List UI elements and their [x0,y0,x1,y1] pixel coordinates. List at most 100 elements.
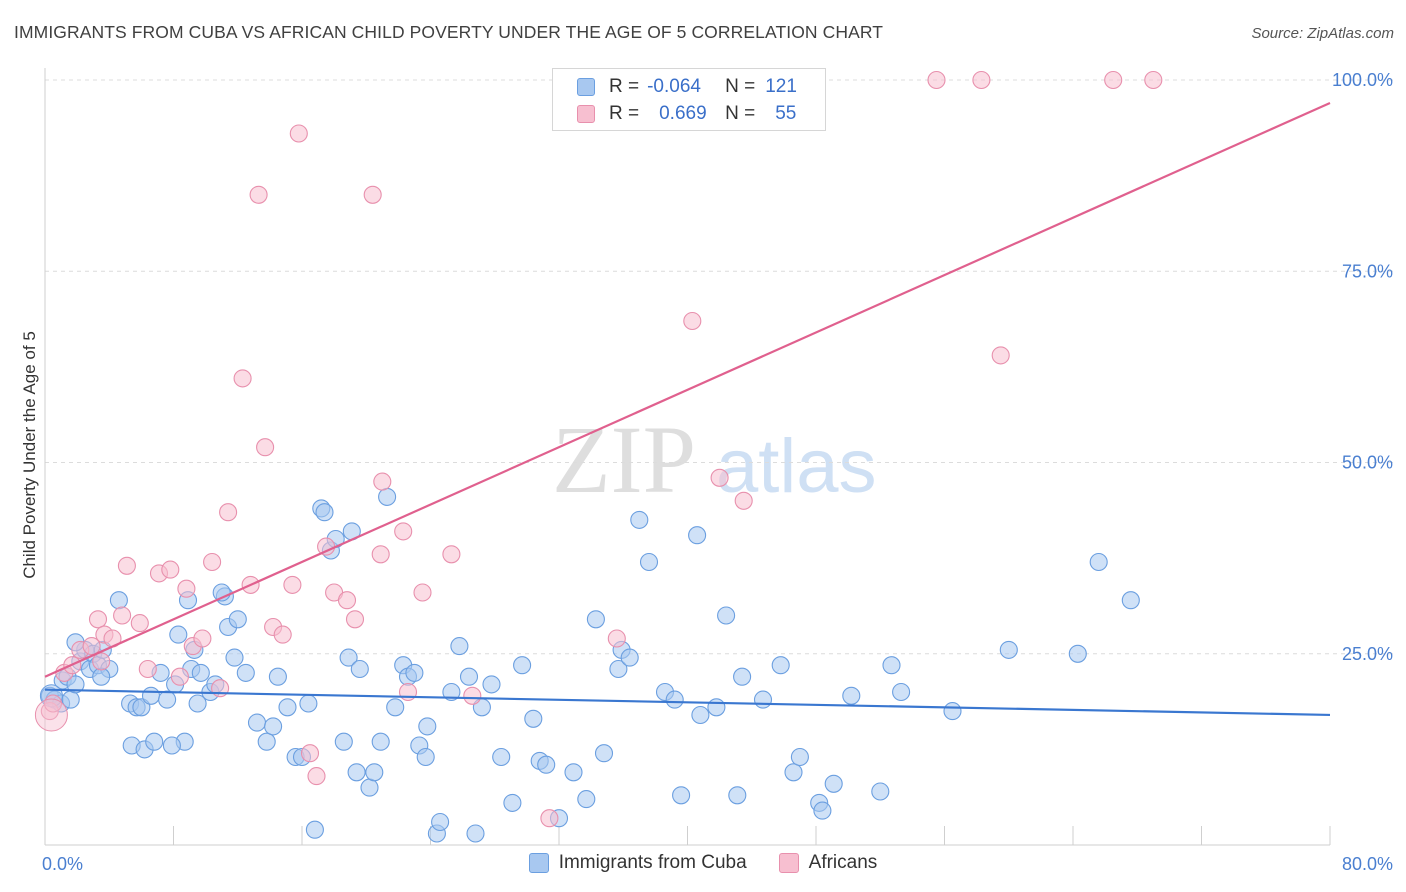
legend-row-africans: R = 0.669 N = 55 [577,101,796,127]
legend-swatch-cuba [577,78,595,96]
data-point [236,663,255,682]
data-point [138,659,157,679]
data-point [249,185,268,204]
data-point [672,786,691,805]
data-point [717,606,736,625]
data-point [347,763,366,782]
legend-label-cuba: Immigrants from Cuba [558,852,747,873]
data-point [109,591,128,610]
legend-item-cuba: Immigrants from Cuba [528,852,747,874]
data-point [283,575,302,594]
data-point [463,686,482,705]
data-point [130,614,149,633]
data-point [784,763,803,782]
y-tick-label: 100.0% [1332,70,1393,90]
data-point [233,369,252,388]
data-point [537,755,556,774]
x-tick-label: 0.0% [42,854,83,874]
data-point [630,510,649,529]
data-point [665,690,684,709]
data-point [594,744,614,763]
y-tick-label: 25.0% [1342,644,1393,664]
trend-lines [44,101,1331,717]
data-point [191,663,210,682]
data-point [371,732,390,751]
data-point [586,610,605,629]
data-point [360,778,379,797]
series-cuba-points [39,487,1140,843]
legend-row-cuba: R = -0.064 N = 121 [577,74,797,100]
data-point [82,637,101,656]
y-tick-labels: 25.0% 50.0% 75.0% 100.0% [1332,70,1393,664]
data-point [1121,591,1140,610]
data-point [1104,70,1123,90]
data-point [339,648,358,667]
trend-line-cuba [44,688,1331,717]
correlation-legend: R = -0.064 N = 121 R = 0.669 N = 55 [552,68,826,131]
data-point [92,652,111,671]
data-point [607,629,626,648]
legend-swatch-africans [778,853,799,873]
data-point [228,610,247,629]
data-point [691,705,710,725]
legend-item-africans: Africans [778,852,878,874]
data-point [999,640,1018,659]
data-point [842,686,861,705]
data-point-cluster [34,698,68,732]
data-point [278,698,297,717]
data-point [203,552,222,572]
data-point [459,667,479,686]
data-point [66,675,85,694]
legend-label-africans: Africans [808,852,878,873]
data-point [141,686,161,705]
data-point [307,767,326,786]
data-point [158,690,177,709]
data-point [892,682,911,702]
data-point [771,656,790,675]
legend-n-label: N = [725,103,756,124]
data-point [373,472,392,491]
data-point [188,694,207,713]
data-point [688,526,707,545]
data-point [300,744,320,763]
data-point [503,793,522,812]
data-point [728,786,747,805]
data-point [482,675,501,694]
data-point [170,667,189,686]
y-axis-label: Child Poverty Under the Age of 5 [20,331,39,579]
data-point [289,124,308,143]
legend-swatch-africans [577,105,595,123]
data-point [466,824,485,843]
data-point [492,747,511,767]
data-point [513,656,532,675]
x-tick-label: 80.0% [1342,854,1393,874]
data-point [162,736,181,755]
data-point [442,682,461,702]
legend-n-value: 121 [765,76,797,97]
chart-title: IMMIGRANTS FROM CUBA VS AFRICAN CHILD PO… [14,22,884,42]
legend-r-value: -0.064 [647,76,701,97]
x-tick-labels: 0.0% 80.0% [42,854,1393,874]
data-point [365,763,384,782]
data-point [177,579,196,598]
data-point [161,560,180,579]
data-point [413,583,432,602]
data-point [247,713,267,732]
gridlines [45,79,1395,655]
data-point [943,702,962,721]
data-point [317,537,336,556]
data-point [371,545,390,564]
data-point [315,503,334,522]
data-point [991,346,1010,365]
watermark: ZIP atlas [552,406,877,513]
data-point [824,774,843,793]
data-point [927,70,946,90]
data-point [273,625,292,644]
trend-line-africans [44,101,1331,678]
data-point [1068,644,1087,663]
series-legend: Immigrants from Cuba Africans [0,852,1406,874]
data-point [345,610,365,629]
data-point [1144,70,1163,90]
data-point [145,732,164,751]
